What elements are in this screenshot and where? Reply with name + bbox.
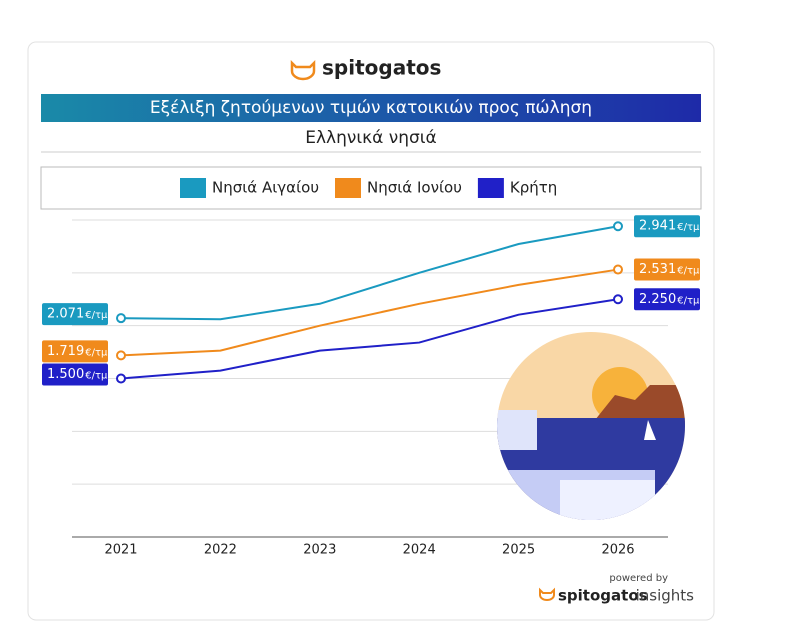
series-line [120,298,619,380]
legend-label: Κρήτη [510,179,557,197]
value-label: 2.531 [639,262,676,277]
point-marker [613,221,623,232]
brand: spitogatos [322,56,441,80]
point-marker [116,350,126,361]
legend-swatch [180,178,206,198]
value-label-box [634,258,700,281]
point-marker [613,264,623,275]
value-label: 2.250 [639,292,676,307]
value-label-box [634,215,700,238]
legend-label: Νησιά Αιγαίου [212,179,319,197]
value-unit: €/τμ [677,295,700,306]
value-label-box [634,288,700,311]
value-unit: €/τμ [85,310,108,321]
value-unit: €/τμ [85,371,108,382]
value-unit: €/τμ [85,347,108,358]
value-label-box [42,303,108,326]
x-tick-label: 2021 [104,543,137,558]
x-tick-label: 2024 [403,543,436,558]
legend-swatch [477,178,504,198]
value-label-box [42,363,108,386]
x-tick-label: 2025 [502,543,535,558]
brand-logo [290,59,316,81]
point-marker [116,313,126,324]
value-label: 1.500 [47,367,84,382]
value-label: 2.941 [639,219,676,234]
x-tick-label: 2023 [303,543,336,558]
point-marker [613,294,623,305]
chart-subtitle: Ελληνικά νησιά [305,128,437,148]
title-bar [41,94,701,122]
x-tick-label: 2026 [601,543,634,558]
chart-title: Εξέλιξη ζητούμενων τιμών κατοικιών προς … [150,98,592,118]
series-line [120,268,619,357]
footer-brand: spitogatos [558,587,648,605]
point-marker [116,373,126,384]
legend-swatch [335,178,361,198]
powered-by: powered by [609,573,668,584]
footer-logo [539,587,555,601]
x-tick-label: 2022 [204,543,237,558]
value-unit: €/τμ [677,222,700,233]
footer-product: insights [636,587,695,605]
value-label: 2.071 [47,307,84,322]
legend [40,166,702,210]
value-label-box [42,340,108,363]
legend-label: Νησιά Ιονίου [367,179,462,197]
series-line [120,225,619,321]
value-unit: €/τμ [677,266,700,277]
value-label: 1.719 [47,344,84,359]
